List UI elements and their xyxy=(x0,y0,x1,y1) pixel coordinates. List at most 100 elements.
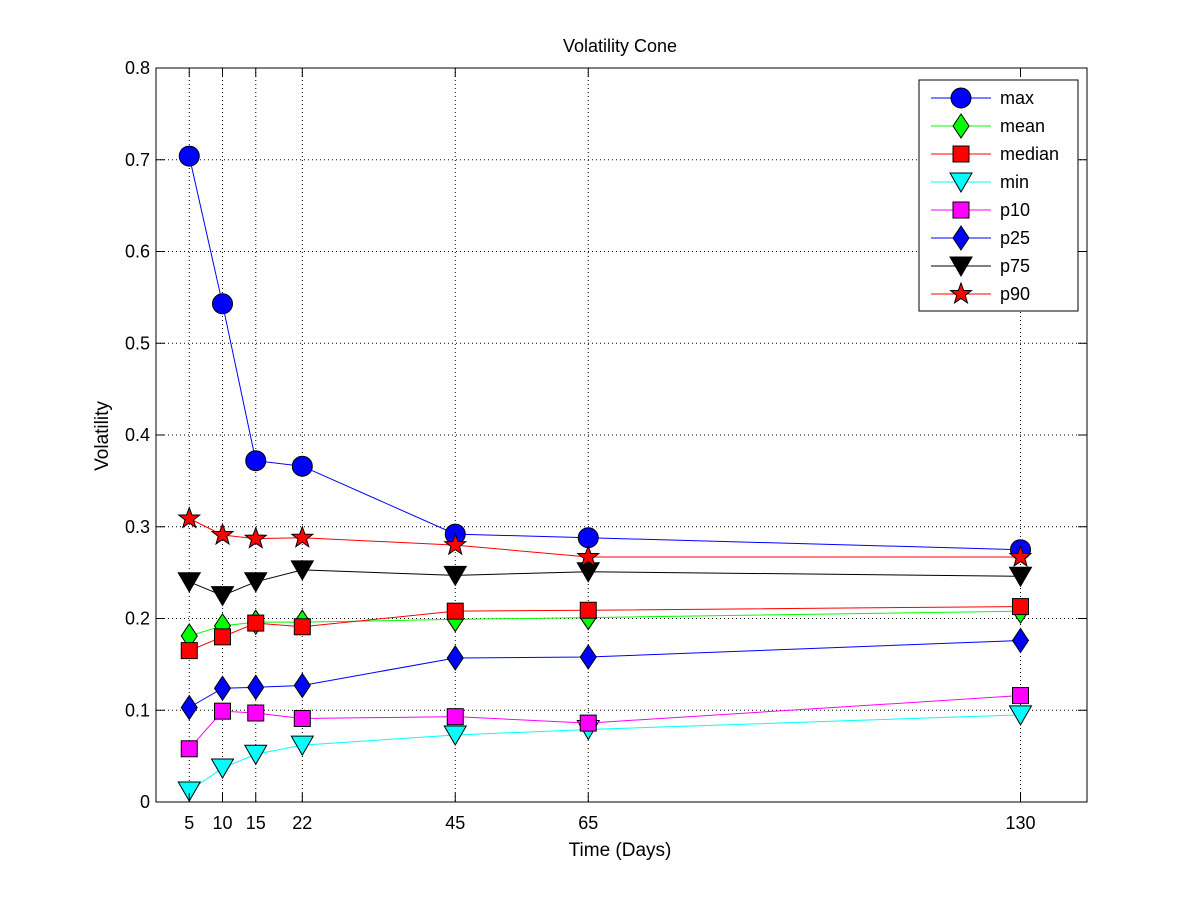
y-tick-label: 0.1 xyxy=(125,700,150,720)
data-point-min xyxy=(1008,705,1033,726)
legend-label: median xyxy=(1000,144,1059,164)
legend-marker-p75 xyxy=(949,256,973,277)
data-point-median xyxy=(247,614,265,632)
axes-frame xyxy=(155,67,1088,803)
legend-label: p25 xyxy=(1000,228,1030,248)
legend-box xyxy=(918,79,1079,312)
data-point-p90 xyxy=(443,532,468,556)
data-point-max xyxy=(291,455,313,477)
legend: max mean median min p10 p25 p75 p90 xyxy=(918,79,1079,312)
x-tick-label: 5 xyxy=(184,813,194,833)
x-tick-label: 15 xyxy=(246,813,266,833)
y-tick-label: 0.6 xyxy=(125,242,150,262)
data-point-p25 xyxy=(247,674,265,701)
data-point-median xyxy=(1012,598,1029,616)
legend-label: p75 xyxy=(1000,256,1030,276)
data-point-p10 xyxy=(214,702,231,720)
data-point-p75 xyxy=(443,565,468,587)
legend-entry-median: median xyxy=(931,144,1059,164)
data-point-p90 xyxy=(210,522,235,546)
series-median xyxy=(180,598,1029,660)
legend-label: p90 xyxy=(1000,284,1030,304)
legend-entry-max: max xyxy=(931,87,1034,109)
data-point-min xyxy=(243,744,268,766)
y-tick-label: 0 xyxy=(140,792,150,812)
data-point-p10 xyxy=(180,740,198,758)
data-point-p25 xyxy=(1011,627,1030,654)
x-tick-label: 65 xyxy=(578,813,598,833)
legend-label: mean xyxy=(1000,116,1045,136)
legend-entry-p90: p90 xyxy=(931,281,1030,305)
data-point-p10 xyxy=(247,704,265,722)
series-lines xyxy=(177,145,1033,802)
data-point-min xyxy=(210,758,235,780)
data-point-p10 xyxy=(579,714,597,732)
data-point-median xyxy=(214,628,231,646)
y-tick-label: 0.2 xyxy=(125,609,150,629)
data-point-p10 xyxy=(293,710,311,728)
data-point-p75 xyxy=(1008,566,1033,588)
y-tick-label: 0.5 xyxy=(125,333,150,353)
series-p25 xyxy=(180,627,1030,721)
legend-marker-median xyxy=(952,145,970,163)
data-point-p75 xyxy=(210,586,235,607)
series-min xyxy=(177,705,1033,802)
legend-entry-p25: p25 xyxy=(931,225,1030,251)
series-p90 xyxy=(177,506,1033,568)
legend-label: min xyxy=(1000,172,1029,192)
data-point-min xyxy=(177,781,202,802)
data-point-p90 xyxy=(177,506,202,529)
data-point-p90 xyxy=(243,526,268,549)
data-point-median xyxy=(293,618,311,636)
legend-label: max xyxy=(1000,88,1034,108)
legend-marker-p10 xyxy=(952,201,970,219)
data-point-p75 xyxy=(177,572,202,593)
legend-label: p10 xyxy=(1000,200,1030,220)
data-point-median xyxy=(446,602,464,620)
x-tick-label: 130 xyxy=(1005,813,1035,833)
data-point-median xyxy=(579,601,597,619)
data-point-p75 xyxy=(290,560,315,581)
y-tick-label: 0.7 xyxy=(125,150,150,170)
legend-entry-p75: p75 xyxy=(931,256,1030,277)
data-point-max xyxy=(245,450,267,472)
data-point-median xyxy=(180,642,198,660)
y-tick-label: 0.3 xyxy=(125,517,150,537)
data-point-min xyxy=(290,735,315,757)
legend-entry-mean: mean xyxy=(931,113,1045,139)
data-point-p25 xyxy=(180,694,198,721)
data-point-p75 xyxy=(243,572,268,593)
data-point-p25 xyxy=(293,672,311,699)
data-point-max xyxy=(212,293,233,315)
x-tick-label: 45 xyxy=(445,813,465,833)
chart-title: Volatility Cone xyxy=(563,36,677,56)
y-axis-label: Volatility xyxy=(92,401,113,471)
tick-labels: 5 10 15 22 45 65 130 0 0.1 0.2 0.3 0.4 0.5 0.6 0.7 0.8 xyxy=(125,58,1036,833)
data-point-p10 xyxy=(1012,687,1029,705)
legend-entry-min: min xyxy=(931,172,1029,193)
legend-marker-p25 xyxy=(952,225,970,251)
series-p75 xyxy=(177,560,1033,607)
x-tick-label: 10 xyxy=(212,813,232,833)
legend-entry-p10: p10 xyxy=(931,200,1030,220)
data-point-p90 xyxy=(1008,544,1033,568)
data-point-p90 xyxy=(290,525,315,548)
data-point-p25 xyxy=(446,645,464,671)
data-point-p90 xyxy=(576,544,601,568)
data-point-p25 xyxy=(213,675,232,702)
series-p10 xyxy=(180,687,1029,758)
x-axis-label: Time (Days) xyxy=(569,840,672,861)
legend-marker-p90 xyxy=(949,281,973,305)
data-point-p25 xyxy=(579,644,597,670)
y-tick-label: 0.4 xyxy=(125,425,150,445)
data-point-min xyxy=(443,725,468,747)
legend-marker-mean xyxy=(952,113,970,139)
data-point-max xyxy=(178,145,200,167)
legend-marker-max xyxy=(950,87,972,109)
x-tick-label: 22 xyxy=(292,813,312,833)
legend-marker-min xyxy=(949,172,973,193)
y-tick-label: 0.8 xyxy=(125,58,150,78)
data-point-p10 xyxy=(446,708,464,726)
data-point-p75 xyxy=(576,562,601,583)
